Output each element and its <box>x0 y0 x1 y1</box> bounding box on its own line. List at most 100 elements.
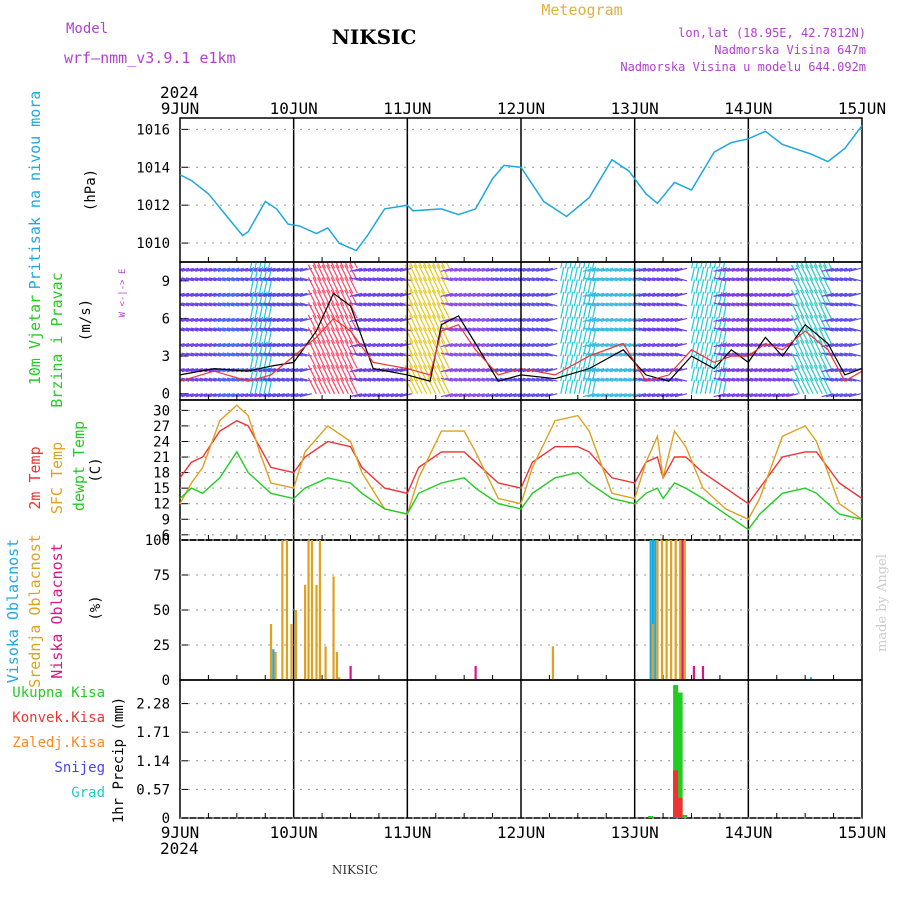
wind-arrow <box>527 377 540 382</box>
wind-arrow <box>213 292 226 297</box>
wind-arrow <box>254 379 259 394</box>
wind-arrow <box>208 377 222 382</box>
wind-arrow <box>536 352 549 357</box>
wind-arrow <box>610 267 623 272</box>
wind-arrow <box>316 264 327 282</box>
wind-arrow <box>695 341 700 357</box>
wind-arrow <box>661 342 674 348</box>
wind-arrow <box>522 302 535 307</box>
wind-arrow <box>578 279 583 294</box>
wind-arrow <box>661 292 674 297</box>
wind-arrow <box>830 267 843 272</box>
wind-arrow <box>404 289 414 307</box>
wind-arrow <box>208 302 222 307</box>
wind-arrow <box>418 377 428 394</box>
wind-arrow <box>647 292 660 297</box>
wind-arrow <box>745 317 758 323</box>
wind-arrow <box>254 292 267 297</box>
wind-arrow <box>217 327 231 332</box>
wind-arrow <box>418 314 428 332</box>
wind-arrow <box>222 393 235 398</box>
wind-arrow <box>531 393 544 398</box>
wind-arrow <box>367 377 381 382</box>
wind-arrow <box>781 302 794 307</box>
wind-arrow <box>665 267 679 272</box>
wind-arrow <box>704 354 709 369</box>
wind-arrow <box>181 342 194 348</box>
wind-arrow <box>652 292 665 297</box>
wind-arrow <box>527 267 540 272</box>
wind-arrow <box>354 267 367 272</box>
wind-arrow <box>545 317 558 323</box>
model-name: wrf–nmm_v3.9.1 e1km <box>64 49 236 67</box>
wind-arrow <box>181 352 194 357</box>
wind-arrow <box>619 277 632 282</box>
wind-arrow <box>276 317 290 323</box>
wind-arrow <box>367 302 381 307</box>
wind-arrow <box>786 342 799 348</box>
wind-arrow <box>591 393 605 398</box>
wind-arrow <box>531 267 544 272</box>
wind-arrow <box>236 267 249 272</box>
wind-arrow <box>286 317 299 323</box>
wind-arrow <box>363 377 376 382</box>
wind-arrow <box>825 327 839 332</box>
wind-arrow <box>330 377 340 394</box>
wind-arrow <box>390 393 403 398</box>
wind-arrow <box>422 277 432 294</box>
wind-arrow <box>263 354 268 369</box>
wind-arrow <box>440 352 453 357</box>
wind-arrow <box>587 317 600 323</box>
wind-arrow <box>404 327 414 344</box>
wind-arrow <box>670 267 683 272</box>
wind-arrow <box>276 292 290 297</box>
wind-arrow <box>517 292 531 297</box>
wind-arrow <box>381 327 394 332</box>
cloud-bar <box>474 666 477 680</box>
wind-arrow <box>754 292 767 297</box>
wind-arrow <box>800 302 810 319</box>
wind-arrow <box>652 327 665 332</box>
wind-arrow <box>600 302 614 307</box>
wind-arrow <box>231 317 244 323</box>
wind-arrow <box>272 292 285 297</box>
wind-arrow <box>240 317 253 323</box>
wind-arrow <box>454 352 467 357</box>
wind-arrow <box>713 292 726 297</box>
wind-arrow <box>254 368 267 373</box>
wind-arrow <box>454 393 467 398</box>
wind-arrow <box>199 292 212 297</box>
wind-arrow <box>540 292 553 297</box>
wind-arrow <box>330 327 340 344</box>
wind-arrow <box>363 277 376 282</box>
wind-arrow <box>409 352 419 369</box>
wind-arrow <box>722 292 735 297</box>
wind-arrow <box>463 302 476 307</box>
wind-arrow <box>768 352 781 357</box>
wind-arrow <box>467 352 481 357</box>
wind-arrow <box>477 393 490 398</box>
wind-arrow <box>199 393 212 398</box>
cloud-bar <box>281 540 284 680</box>
wind-arrow <box>623 317 636 323</box>
wind-arrow <box>504 327 517 332</box>
wind-arrow <box>564 291 569 307</box>
wind-arrow <box>204 342 217 348</box>
wind-arrow <box>249 292 262 297</box>
wind-arrow <box>295 277 308 282</box>
wind-arrow <box>718 304 723 319</box>
wind-arrow <box>713 377 726 382</box>
y-tick-label: 24 <box>153 434 170 450</box>
wind-arrow <box>377 317 390 323</box>
wind-arrow <box>844 377 857 382</box>
wind-arrow <box>822 352 832 369</box>
wind-arrow <box>821 327 834 332</box>
wind-arrow <box>848 267 862 272</box>
cloud-bar <box>285 540 289 680</box>
wind-arrow <box>578 266 583 281</box>
wind-arrow <box>254 317 267 323</box>
wind-arrow <box>226 342 240 348</box>
wind-arrow <box>427 314 437 332</box>
wind-arrow <box>344 262 349 269</box>
wind-arrow <box>661 317 674 323</box>
